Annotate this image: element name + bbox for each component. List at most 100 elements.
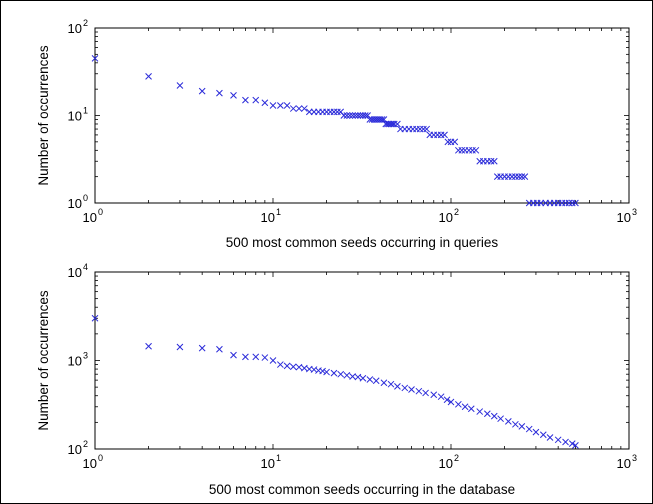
data-point: [490, 157, 498, 165]
data-point: [198, 344, 206, 352]
data-point: [497, 415, 504, 423]
data-point: [242, 353, 249, 361]
plot-area-database: [94, 271, 630, 450]
data-point: [572, 441, 579, 449]
data-point: [490, 412, 498, 420]
data-point: [505, 418, 512, 425]
data-point: [437, 393, 445, 401]
data-point: [354, 373, 362, 381]
data-point: [230, 351, 237, 359]
x-tick-labels-database: 10 0 10 1 10 2 10 3: [83, 453, 637, 471]
data-point: [349, 112, 356, 119]
data-point: [343, 112, 351, 119]
data-point: [216, 345, 223, 353]
data-point: [518, 173, 526, 181]
x-tick-exponent: 3: [632, 453, 637, 463]
data-point: [176, 82, 184, 89]
data-point: [512, 420, 519, 428]
data-point: [422, 389, 429, 397]
data-points-database: [91, 314, 579, 449]
data-point: [343, 371, 351, 379]
data-point: [521, 173, 529, 181]
data-point: [493, 173, 501, 181]
data-point: [359, 374, 367, 382]
data-point: [230, 91, 237, 99]
data-point: [518, 423, 526, 430]
data-point: [269, 357, 277, 364]
data-point: [437, 131, 445, 139]
y-axis-label-database: Number of occurrences: [36, 290, 51, 431]
data-point: [330, 108, 338, 116]
data-point: [461, 403, 469, 411]
data-point: [472, 146, 480, 154]
data-point: [467, 405, 475, 413]
y-axis-label-queries: Number of occurrences: [36, 45, 51, 186]
data-point: [415, 387, 423, 395]
data-point: [455, 146, 462, 154]
x-tick-label: 10: [439, 210, 453, 225]
data-point: [366, 376, 374, 383]
data-point: [252, 353, 260, 361]
data-point: [443, 396, 451, 404]
data-point: [568, 199, 576, 207]
data-point: [469, 146, 476, 154]
data-point: [289, 363, 297, 371]
data-point: [277, 361, 284, 368]
ticks-database: [94, 271, 630, 450]
data-point: [408, 386, 415, 393]
data-point: [508, 173, 516, 181]
data-point: [330, 369, 338, 377]
x-tick-exponent: 0: [98, 453, 103, 463]
data-point: [515, 173, 523, 181]
data-point: [216, 89, 223, 97]
data-point: [487, 157, 495, 165]
data-point: [387, 120, 395, 128]
data-point: [554, 436, 562, 444]
x-tick-label: 10: [439, 456, 453, 471]
y-tick-label: 10: [68, 109, 82, 124]
y-tick-label: 10: [68, 21, 82, 36]
data-point: [323, 368, 330, 376]
data-point: [416, 125, 424, 133]
data-point: [512, 173, 519, 181]
y-tick-exponent: 3: [83, 351, 88, 361]
data-point: [420, 125, 427, 133]
data-point: [447, 398, 455, 406]
data-point: [337, 370, 345, 378]
data-point: [568, 440, 576, 447]
y-tick-exponent: 2: [83, 18, 88, 28]
ticks-queries: [94, 27, 630, 204]
data-point: [349, 373, 356, 380]
data-point: [430, 391, 438, 399]
data-point: [389, 120, 396, 128]
x-tick-label: 10: [617, 456, 631, 471]
data-point: [289, 105, 297, 112]
data-point: [295, 363, 303, 371]
data-point: [441, 131, 448, 139]
data-point: [295, 105, 303, 112]
data-point: [91, 314, 99, 322]
data-point: [401, 384, 409, 392]
data-point: [378, 116, 386, 123]
data-point: [572, 199, 579, 207]
data-point: [372, 377, 380, 385]
data-point: [525, 425, 533, 433]
data-point: [562, 438, 569, 446]
data-point: [261, 354, 269, 361]
data-point: [269, 102, 277, 109]
x-tick-exponent: 3: [632, 207, 637, 217]
y-tick-exponent: 2: [83, 439, 88, 449]
data-point: [300, 105, 308, 112]
x-tick-exponent: 2: [454, 207, 459, 217]
data-point: [252, 96, 260, 104]
data-point: [458, 146, 466, 154]
data-point: [176, 343, 184, 351]
data-point: [357, 112, 364, 119]
data-point: [380, 116, 388, 123]
data-point: [455, 400, 462, 408]
data-point: [354, 112, 362, 119]
